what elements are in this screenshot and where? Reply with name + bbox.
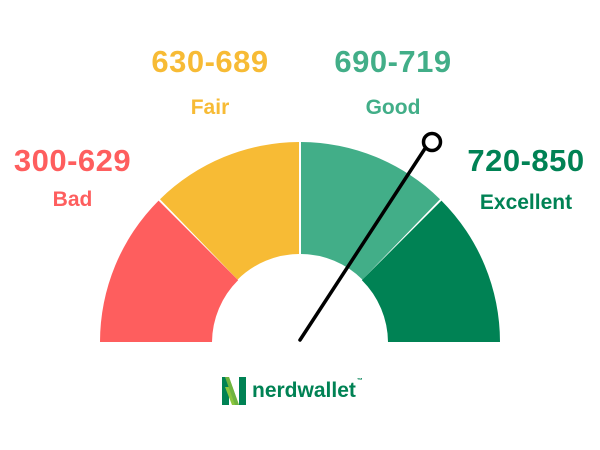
gauge-segment-bad [100, 200, 239, 342]
band-range-fair: 630-689 [151, 44, 269, 79]
band-range-good: 690-719 [334, 44, 452, 79]
gauge-segment-excellent [361, 200, 500, 342]
band-label-fair: 630-689 Fair [135, 44, 285, 120]
band-label-bad: 300-629 Bad [0, 143, 145, 212]
band-name-excellent: Excellent [479, 191, 573, 214]
band-range-excellent: 720-850 [467, 143, 585, 178]
band-label-good: 690-719 Good [318, 44, 468, 120]
band-range-bad: 300-629 [13, 143, 132, 178]
band-name-good: Good [365, 96, 421, 119]
nerdwallet-logo-icon [222, 377, 246, 405]
brand-name: nerdwallet [252, 379, 356, 402]
band-name-fair: Fair [190, 96, 230, 119]
band-name-bad: Bad [52, 188, 93, 211]
band-label-excellent: 720-850 Excellent [452, 143, 600, 215]
gauge-needle-icon [298, 131, 443, 342]
gauge-segment-fair [160, 142, 299, 280]
brand-logo: nerdwallet ™ [222, 376, 363, 406]
brand-trademark: ™ [356, 378, 363, 384]
